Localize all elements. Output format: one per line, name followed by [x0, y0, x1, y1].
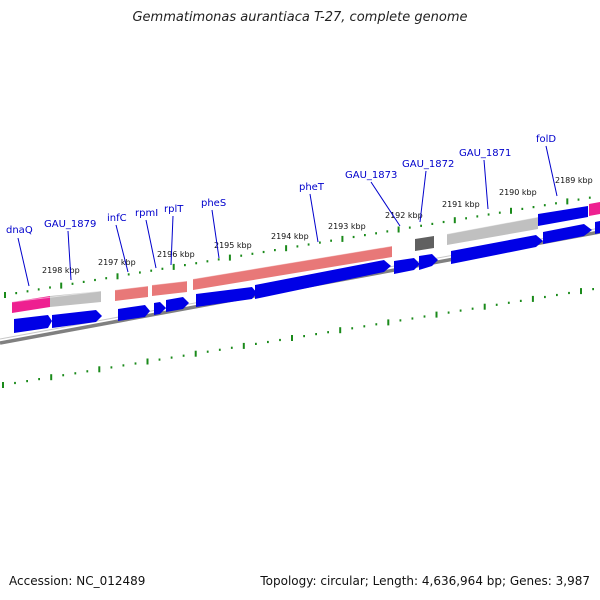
cds-arrow	[14, 315, 52, 333]
kbp-label: 2198 kbp	[42, 266, 80, 275]
kbp-label: 2193 kbp	[328, 222, 366, 231]
gene-label-phet: pheT	[299, 182, 325, 193]
gene-label-gau-1871: GAU_1871	[459, 148, 511, 159]
rrna-feature	[193, 246, 392, 290]
kbp-labels: 2198 kbp 2197 kbp 2196 kbp 2195 kbp 2194…	[42, 176, 593, 275]
cds-arrow	[255, 260, 391, 299]
gene-label-rplt: rplT	[164, 204, 184, 215]
cds-arrow	[595, 221, 600, 234]
gene-label-infc: infC	[107, 213, 127, 224]
rrna-feature	[152, 281, 187, 296]
misc-feature	[447, 217, 538, 245]
kbp-label: 2195 kbp	[214, 241, 252, 250]
accession-text: Accession: NC_012489	[9, 574, 146, 588]
cds-arrow	[166, 297, 189, 312]
kbp-label: 2197 kbp	[98, 258, 136, 267]
cds-arrow	[154, 302, 166, 315]
kbp-label: 2194 kbp	[271, 232, 309, 241]
genome-summary-text: Topology: circular; Length: 4,636,964 bp…	[260, 574, 590, 588]
gene-label-gau-1879: GAU_1879	[44, 219, 96, 230]
kbp-label: 2191 kbp	[442, 200, 480, 209]
gene-label-dnaq: dnaQ	[6, 225, 33, 236]
kbp-label: 2189 kbp	[555, 176, 593, 185]
kbp-label: 2196 kbp	[157, 250, 195, 259]
gene-label-fold: folD	[536, 134, 556, 145]
gene-label-phes: pheS	[201, 198, 226, 209]
kbp-label: 2192 kbp	[385, 211, 423, 220]
gene-label-gau-1873: GAU_1873	[345, 170, 397, 181]
misc-feature	[50, 291, 101, 307]
gene-label-gau-1872: GAU_1872	[402, 159, 454, 170]
cds-feature	[538, 206, 588, 226]
cds-arrow	[451, 235, 543, 264]
cds-arrow	[118, 305, 150, 321]
feature-track-lower	[14, 221, 600, 333]
cds-arrow	[52, 310, 102, 328]
cds-arrow	[196, 287, 257, 307]
trna-feature	[589, 202, 600, 216]
cds-arrow	[394, 258, 420, 274]
gene-labels: dnaQ GAU_1879 infC rpmI rplT pheS pheT G…	[6, 134, 556, 236]
gene-label-rpmi: rpmI	[135, 208, 158, 219]
cds-arrow	[419, 254, 438, 270]
rrna-feature	[115, 286, 148, 301]
gene-feature-dark	[415, 236, 434, 251]
tick-ring-outer	[4, 196, 591, 298]
kbp-label: 2190 kbp	[499, 188, 537, 197]
gene-label-leaders	[17, 145, 558, 287]
trna-feature	[12, 296, 50, 313]
map-title: Gemmatimonas aurantiaca T-27, complete g…	[132, 10, 468, 25]
feature-track-upper	[11, 202, 600, 313]
tick-ring-inner	[2, 288, 594, 388]
cds-arrow	[543, 224, 592, 244]
